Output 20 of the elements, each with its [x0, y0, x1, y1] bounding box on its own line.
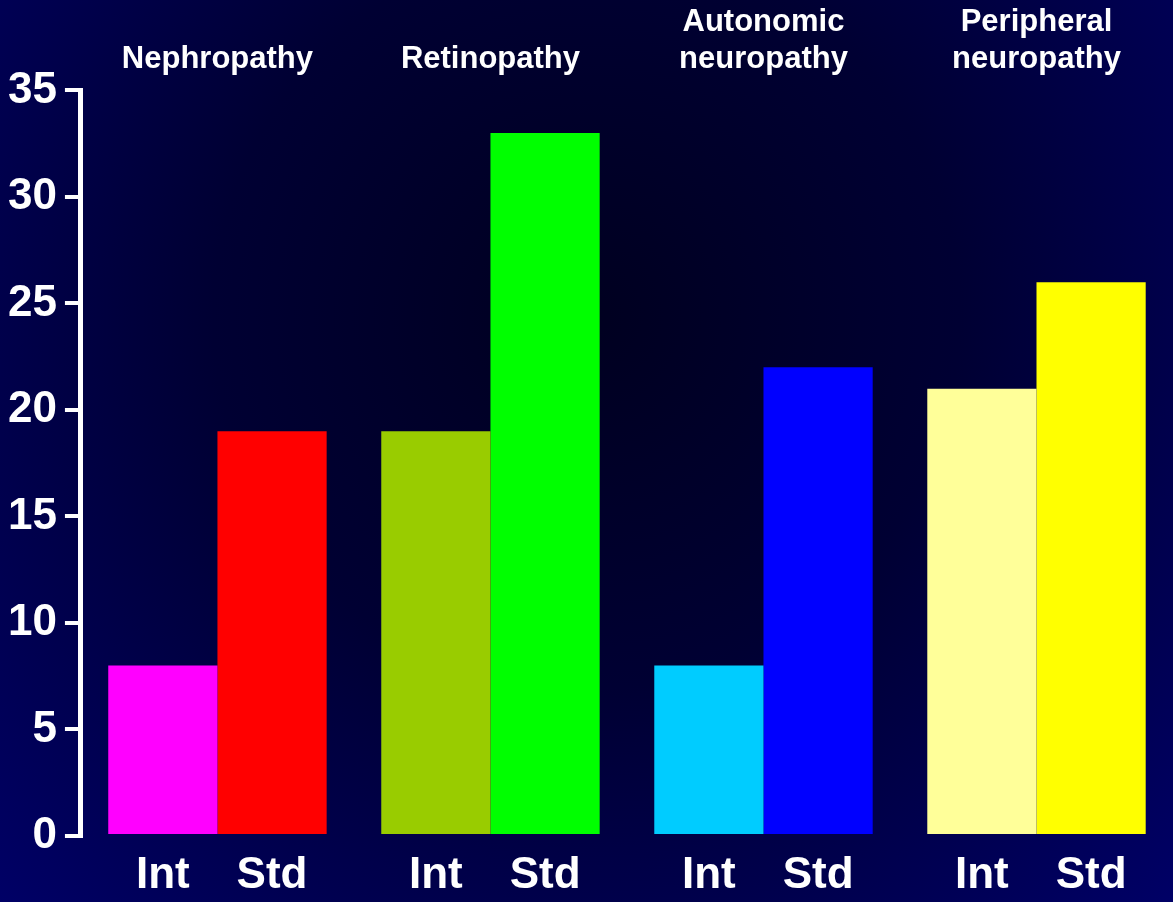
text: Int: [408, 848, 463, 898]
y-tick-label: 20: [7, 382, 57, 432]
x-tick-label: Autonomic neuropathy: [679, 3, 849, 76]
text: Int: [681, 848, 736, 898]
y-tick-label: 5: [32, 701, 57, 751]
y-tick-label: 30: [7, 169, 57, 219]
text: Std: [782, 848, 854, 898]
y-tick-label: 15: [7, 488, 57, 538]
text: Std: [1055, 848, 1127, 898]
x-tick-label: Peripheral neuropathy: [952, 3, 1122, 76]
y-tick-label: 0: [32, 808, 57, 858]
y-tick-label: 35: [7, 62, 57, 112]
text: Std: [509, 848, 581, 898]
x-tick-label: Retinopathy: [400, 40, 581, 76]
text: Int: [955, 848, 1009, 898]
x-tick-label: Nephropathy: [121, 40, 314, 76]
series-label: Int: [135, 848, 191, 898]
y-tick-label: 10: [7, 595, 57, 645]
y-tick-label: 25: [7, 275, 57, 325]
series-label: Std: [236, 848, 308, 898]
